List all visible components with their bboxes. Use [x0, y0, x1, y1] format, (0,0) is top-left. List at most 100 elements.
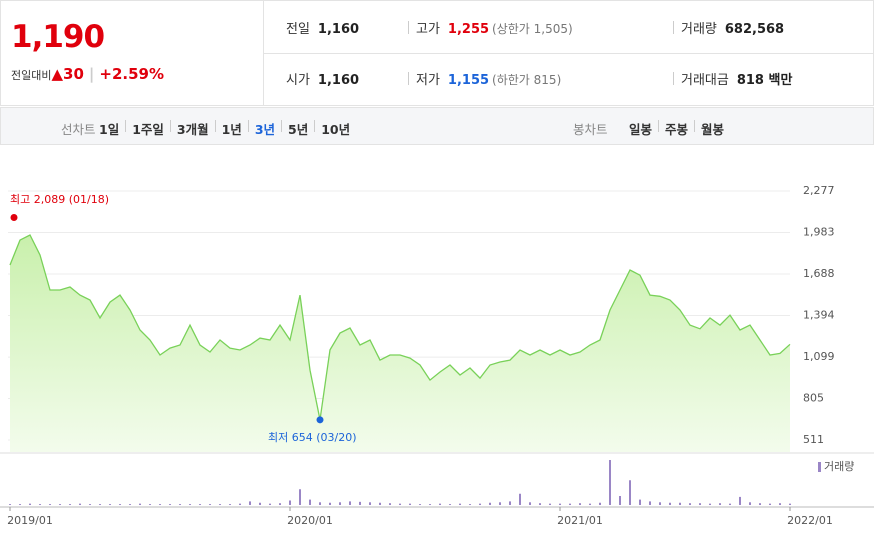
volume-bar: [589, 503, 591, 505]
separator: [408, 21, 409, 34]
volume-bar: [759, 503, 761, 505]
volume-bar: [219, 504, 221, 505]
volume-bar: [399, 503, 401, 505]
extreme-marker: [10, 214, 18, 222]
volume-bar: [379, 502, 381, 505]
separator: [247, 120, 249, 132]
price-cell: 1,190 전일대비▲30 | +2.59%: [1, 1, 264, 105]
volume-bar: [269, 503, 271, 505]
x-tick-label: 2022/01: [787, 514, 833, 527]
volume-bar: [9, 504, 11, 505]
volume-bar: [229, 504, 231, 505]
quote-panel: 1,190 전일대비▲30 | +2.59% 전일 1,160 고가 1,255 (상한가 …: [0, 0, 874, 106]
period-tab[interactable]: 1년: [221, 122, 242, 137]
item-value: 818 백만: [736, 73, 793, 88]
separator: [694, 120, 696, 132]
extreme-label: 최저 654 (03/20): [268, 431, 357, 444]
separator: [281, 120, 283, 132]
volume-bar: [699, 503, 701, 505]
volume-bar: [319, 502, 321, 505]
legend-swatch: [818, 462, 821, 472]
volume-bar: [569, 503, 571, 505]
item-value: 1,155: [447, 73, 490, 88]
candle-tab[interactable]: 일봉: [629, 122, 653, 137]
price-line: [9, 234, 791, 420]
volume-bar: [729, 503, 731, 505]
separator: [214, 120, 216, 132]
current-price: 1,190: [11, 19, 105, 55]
item-label: 전일: [286, 22, 310, 37]
y-tick-label: 1,099: [803, 350, 835, 363]
period-tab[interactable]: 5년: [288, 122, 309, 137]
candle-tab[interactable]: 월봉: [701, 122, 725, 137]
volume-bar: [599, 502, 601, 505]
volume-bar: [609, 460, 611, 505]
volume-bar: [629, 480, 631, 505]
volume-bar: [149, 504, 151, 505]
y-tick-label: 805: [803, 392, 824, 405]
legend-label: 거래량: [824, 460, 854, 473]
item-label: 거래대금: [681, 73, 729, 88]
period-tab[interactable]: 3개월: [176, 122, 209, 137]
separator: [658, 120, 660, 132]
item-value: 1,255: [447, 22, 490, 37]
volume-bar: [479, 503, 481, 505]
volume-bar: [119, 504, 121, 505]
volume-bar: [619, 496, 621, 505]
volume-bar: [509, 501, 511, 505]
summary-item: 거래량 682,568: [681, 18, 784, 37]
item-note: (하한가 815): [492, 73, 562, 87]
y-tick-label: 1,983: [803, 225, 835, 238]
x-tick-label: 2019/01: [7, 514, 53, 527]
volume-bar: [99, 504, 101, 505]
x-tick-label: 2020/01: [287, 514, 333, 527]
volume-bar: [389, 503, 391, 505]
period-tab[interactable]: 1주일: [132, 122, 164, 137]
x-tick-label: 2021/01: [557, 514, 603, 527]
volume-bar: [59, 504, 61, 505]
separator: [125, 120, 127, 132]
volume-bar: [89, 504, 91, 505]
y-tick-label: 2,277: [803, 184, 835, 197]
summary-item: 전일 1,160: [286, 18, 359, 37]
volume-bar: [259, 502, 261, 505]
volume-bar: [739, 496, 741, 505]
change-value: 30: [63, 65, 84, 83]
item-label: 거래량: [681, 22, 717, 37]
volume-bar: [339, 502, 341, 505]
candle-tab[interactable]: 주봉: [665, 122, 689, 137]
y-tick-label: 511: [803, 433, 824, 446]
volume-bar: [19, 504, 21, 505]
volume-bar: [29, 503, 31, 505]
volume-bar: [289, 500, 291, 505]
volume-bar: [39, 504, 41, 505]
volume-bar: [489, 502, 491, 505]
separator: [408, 72, 409, 85]
volume-bar: [139, 503, 141, 505]
volume-bar: [529, 502, 531, 505]
volume-bar: [249, 501, 251, 505]
volume-bar: [419, 504, 421, 505]
period-tab[interactable]: 10년: [321, 122, 351, 137]
volume-bar: [679, 502, 681, 505]
change: 전일대비▲30 | +2.59%: [11, 65, 164, 83]
volume-bar: [279, 503, 281, 505]
volume-bar: [129, 504, 131, 505]
tab-group-label: 봉차트: [573, 122, 608, 137]
volume-bar: [369, 502, 371, 505]
price-area: [10, 235, 790, 452]
volume-bar: [659, 502, 661, 505]
extreme-marker: [316, 416, 324, 424]
volume-bar: [429, 504, 431, 505]
separator: [314, 120, 316, 132]
extreme-label: 최고 2,089 (01/18): [10, 193, 109, 206]
volume-bar: [559, 503, 561, 505]
period-tab[interactable]: 1일: [99, 122, 120, 137]
summary-item: 고가 1,255 (상한가 1,505): [416, 18, 573, 37]
volume-bar: [779, 503, 781, 505]
summary-item: 거래대금 818 백만: [681, 69, 792, 88]
volume-bar: [449, 504, 451, 505]
period-tab[interactable]: 3년: [254, 122, 276, 137]
